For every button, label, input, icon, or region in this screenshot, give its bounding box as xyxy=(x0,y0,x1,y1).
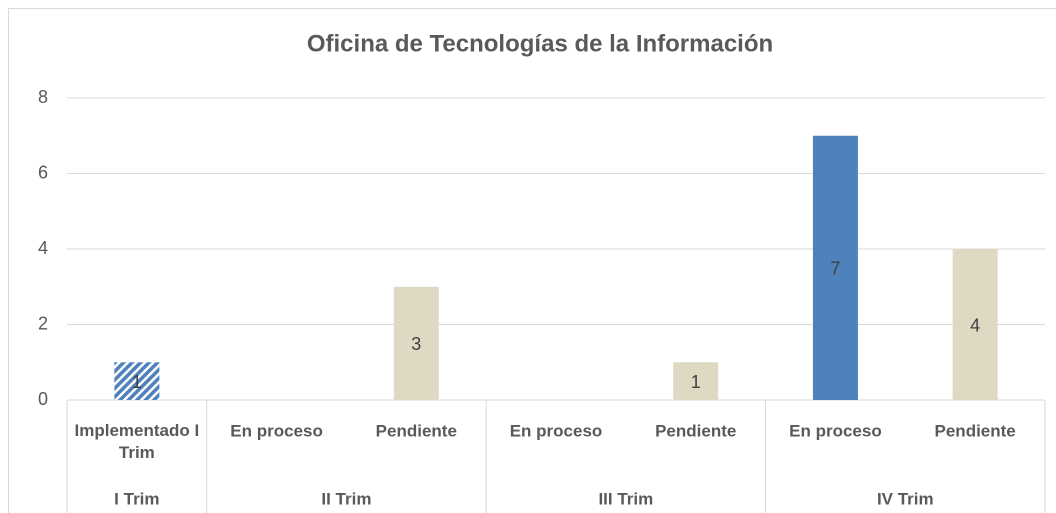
chart-title: Oficina de Tecnologías de la Información xyxy=(307,30,773,57)
x-tick-label: En proceso xyxy=(230,421,323,440)
y-tick-label: 2 xyxy=(38,313,48,333)
bar xyxy=(952,249,998,400)
group-label: III Trim xyxy=(598,489,653,508)
chart-border xyxy=(8,8,1056,513)
x-tick-label: En proceso xyxy=(510,421,603,440)
data-label: 1 xyxy=(132,372,142,392)
group-label: II Trim xyxy=(321,489,371,508)
bar xyxy=(393,286,439,400)
group-label: I Trim xyxy=(114,489,159,508)
data-label: 3 xyxy=(411,334,421,354)
x-tick-label: Pendiente xyxy=(935,421,1016,440)
x-tick-label: Implementado I Trim xyxy=(75,421,200,462)
group-label: IV Trim xyxy=(877,489,934,508)
bar xyxy=(673,362,719,400)
y-tick-label: 0 xyxy=(38,389,48,409)
x-tick-label: En proceso xyxy=(789,421,882,440)
bar xyxy=(114,362,160,400)
bar xyxy=(812,135,858,400)
x-tick-label: Pendiente xyxy=(376,421,457,440)
y-tick-label: 4 xyxy=(38,238,48,258)
x-tick-label: Pendiente xyxy=(655,421,736,440)
y-tick-label: 8 xyxy=(38,87,48,107)
y-tick-label: 6 xyxy=(38,162,48,182)
data-label: 7 xyxy=(830,259,840,279)
data-label: 1 xyxy=(691,372,701,392)
data-label: 4 xyxy=(970,315,980,335)
